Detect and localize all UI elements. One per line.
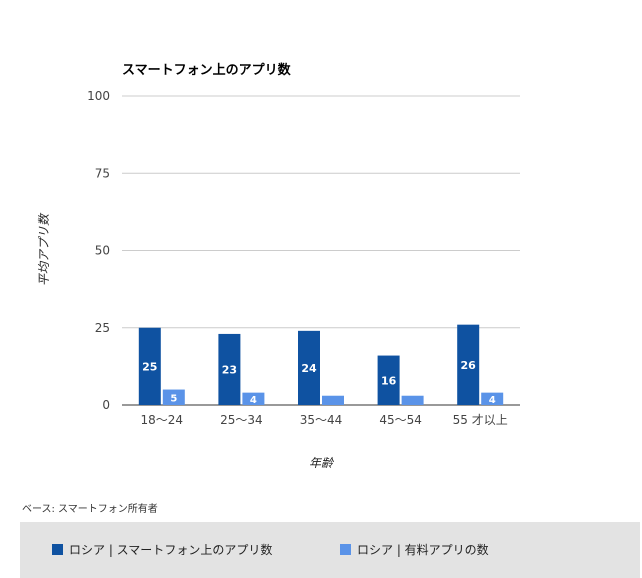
- bar-total-apps[interactable]: [457, 324, 480, 405]
- bar-paid-apps[interactable]: [162, 389, 185, 405]
- legend-item-total-apps[interactable]: ロシア | スマートフォン上のアプリ数: [52, 541, 272, 558]
- bar-value-label-total-apps: 25: [142, 360, 157, 373]
- bar-value-label-total-apps: 24: [301, 362, 317, 375]
- y-tick-label: 0: [102, 398, 110, 412]
- y-tick-label: 100: [87, 89, 110, 103]
- legend-item-paid-apps[interactable]: ロシア | 有料アプリの数: [340, 541, 489, 558]
- y-axis-title: 平均アプリ数: [37, 212, 51, 286]
- bar-paid-apps[interactable]: [481, 392, 504, 405]
- bar-value-label-paid-apps: 4: [250, 395, 257, 406]
- bar-total-apps[interactable]: [298, 330, 320, 405]
- bar-value-label-paid-apps: 4: [489, 395, 496, 406]
- bar-total-apps[interactable]: [377, 355, 400, 405]
- bar-paid-apps[interactable]: [322, 395, 344, 405]
- bars: 25 5 23 4 24 16 26 4: [138, 324, 504, 406]
- x-axis-title: 年齢: [309, 456, 335, 470]
- x-axis-ticks: 18〜24 25〜34 35〜44 45〜54 55 才以上: [141, 413, 508, 427]
- bar-paid-apps[interactable]: [401, 395, 424, 405]
- gridlines: [122, 95, 520, 406]
- bar-value-label-total-apps: 16: [381, 374, 397, 387]
- bar-value-label-total-apps: 26: [461, 359, 477, 372]
- legend-swatch-paid-apps: [340, 544, 351, 555]
- bar-value-label-paid-apps: 5: [170, 393, 177, 404]
- x-tick-label: 45〜54: [379, 413, 422, 427]
- legend-label-total-apps: ロシア | スマートフォン上のアプリ数: [69, 543, 273, 557]
- y-tick-label: 50: [95, 244, 110, 258]
- x-tick-label: 55 才以上: [453, 413, 508, 427]
- bar-value-label-total-apps: 23: [222, 363, 237, 376]
- x-tick-label: 35〜44: [300, 413, 343, 427]
- y-tick-label: 25: [95, 321, 110, 335]
- y-axis-ticks: 0 25 50 75 100: [87, 89, 110, 412]
- base-note: ベース: スマートフォン所有者: [22, 504, 158, 515]
- legend-swatch-total-apps: [52, 544, 63, 555]
- legend-label-paid-apps: ロシア | 有料アプリの数: [357, 543, 489, 557]
- y-tick-label: 75: [95, 166, 110, 180]
- chart-title: スマートフォン上のアプリ数: [122, 62, 292, 78]
- x-tick-label: 18〜24: [141, 413, 184, 427]
- bar-total-apps[interactable]: [218, 333, 241, 405]
- bar-paid-apps[interactable]: [242, 392, 265, 405]
- legend: ロシア | スマートフォン上のアプリ数 ロシア | 有料アプリの数: [20, 522, 640, 578]
- bar-chart: スマートフォン上のアプリ数 0 25 50 75 100 25 5 23 4 24 16 26 4 1…: [37, 62, 520, 470]
- bar-total-apps[interactable]: [138, 327, 161, 405]
- x-tick-label: 25〜34: [220, 413, 263, 427]
